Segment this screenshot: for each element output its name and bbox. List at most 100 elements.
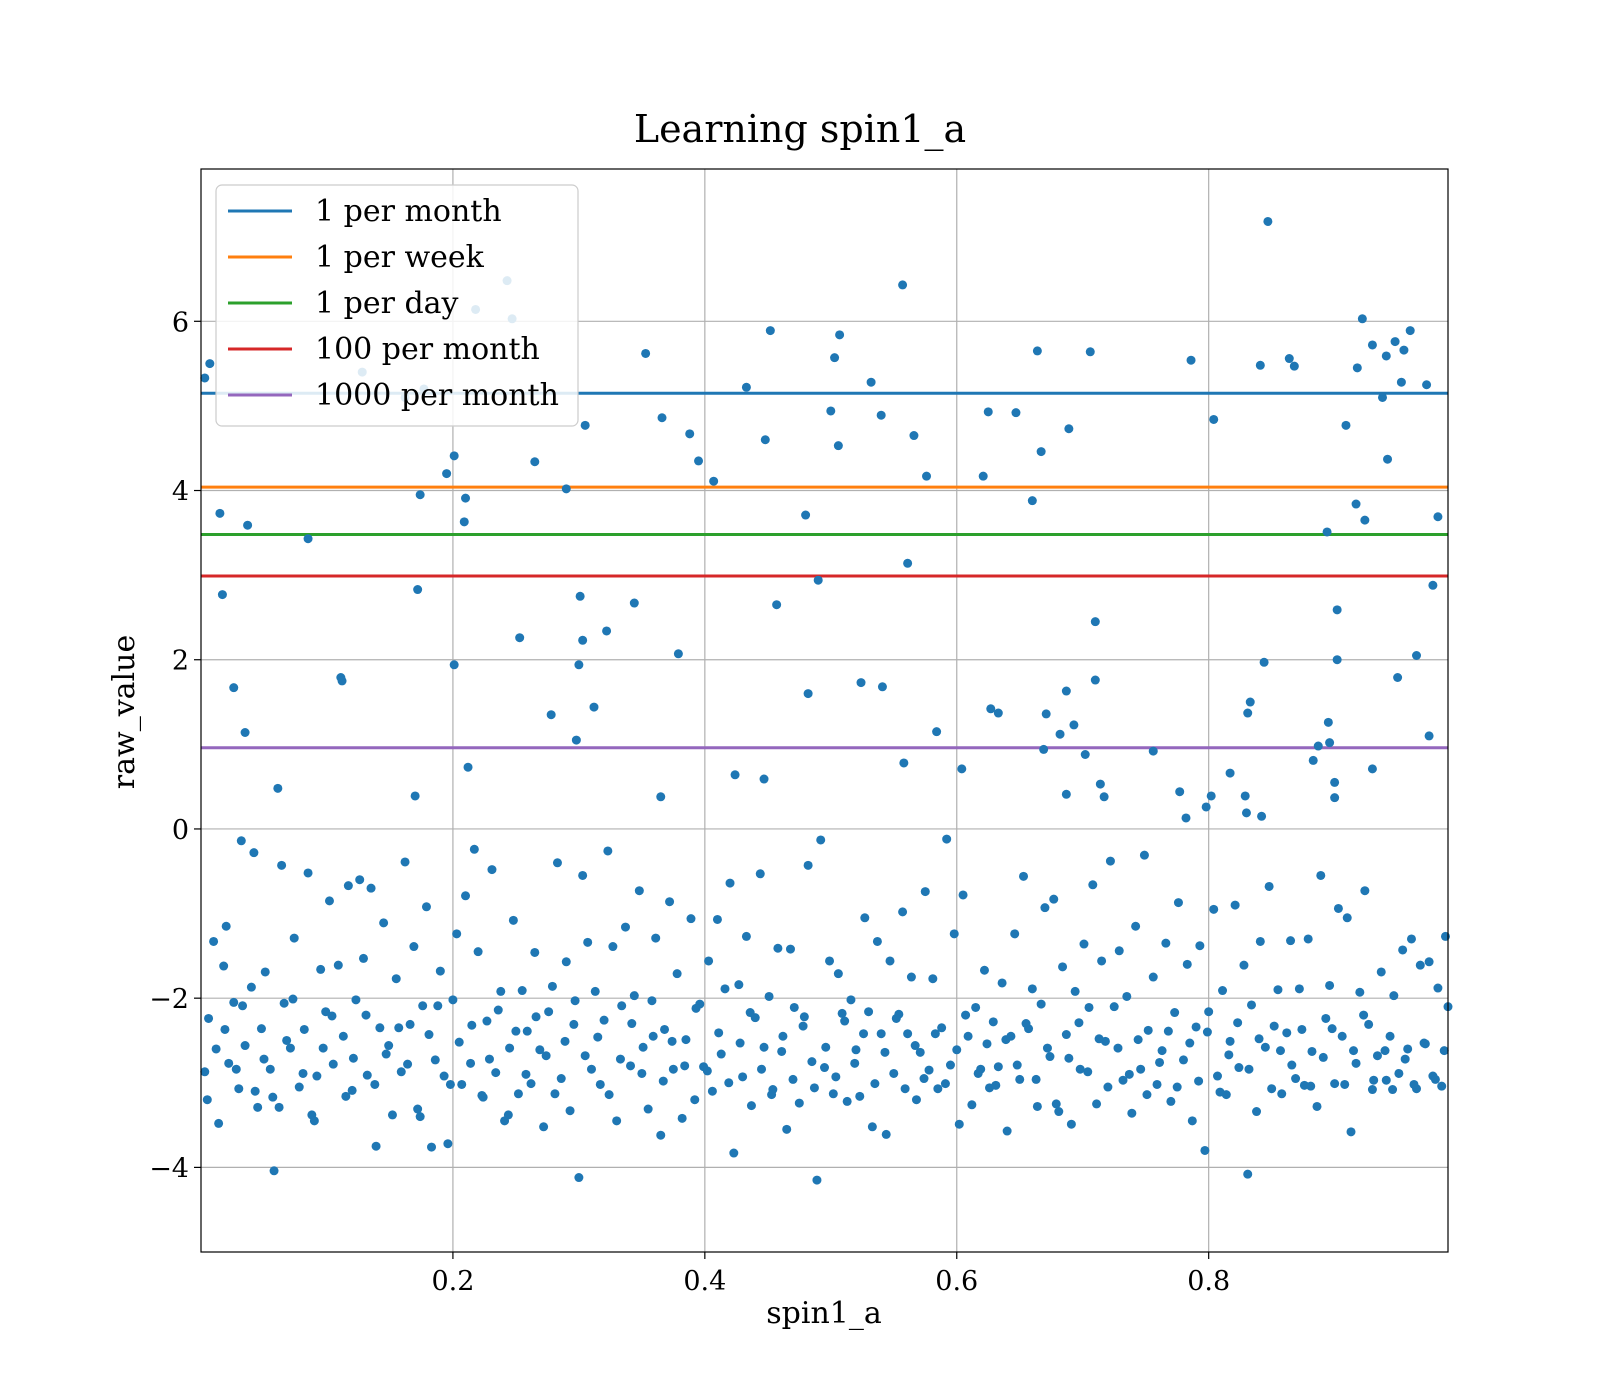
data-point (1357, 314, 1367, 324)
data-point (690, 1095, 700, 1105)
data-point (691, 1003, 701, 1013)
data-point (694, 456, 704, 466)
data-point (686, 914, 696, 924)
data-point (546, 710, 556, 720)
data-point (574, 660, 584, 670)
data-point (1061, 789, 1071, 799)
data-point (937, 1023, 947, 1033)
data-point (1070, 986, 1080, 996)
data-point (387, 1110, 397, 1120)
data-point (337, 676, 347, 686)
data-point (651, 933, 661, 943)
data-point (1376, 967, 1386, 977)
data-point (491, 1068, 501, 1078)
data-point (668, 1064, 678, 1074)
data-point (599, 1015, 609, 1025)
data-point (803, 689, 813, 699)
data-point (1297, 1024, 1307, 1034)
data-point (1325, 738, 1335, 748)
data-point (303, 868, 313, 878)
data-point (442, 469, 452, 479)
data-point (1341, 420, 1351, 430)
data-point (1383, 454, 1393, 464)
data-point (413, 1104, 423, 1114)
data-point (1318, 1052, 1328, 1062)
data-point (612, 1116, 622, 1126)
data-point (1088, 880, 1098, 890)
data-point (328, 1059, 338, 1069)
data-point (595, 1079, 605, 1089)
data-point (321, 1007, 331, 1017)
data-point (647, 996, 657, 1006)
data-point (1090, 675, 1100, 685)
data-point (454, 1037, 464, 1047)
data-point (1269, 1021, 1279, 1031)
data-point (333, 960, 343, 970)
data-point (1403, 1044, 1413, 1054)
data-point (1200, 1145, 1210, 1155)
data-point (1355, 987, 1365, 997)
data-point (1092, 1099, 1102, 1109)
data-point (809, 1083, 819, 1093)
data-point (1170, 1008, 1180, 1018)
data-point (586, 1064, 596, 1074)
data-point (358, 953, 368, 963)
data-point (1394, 1068, 1404, 1078)
data-points (200, 216, 1453, 1185)
data-point (850, 1058, 860, 1068)
data-point (1152, 1079, 1162, 1089)
data-point (1415, 960, 1425, 970)
data-point (789, 1002, 799, 1012)
data-point (1202, 1027, 1212, 1037)
data-point (341, 1091, 351, 1101)
data-point (217, 590, 227, 600)
data-point (435, 966, 445, 976)
data-point (1002, 1126, 1012, 1136)
data-point (760, 435, 770, 445)
data-point (799, 1012, 809, 1022)
data-point (1312, 1101, 1322, 1111)
data-point (289, 933, 299, 943)
data-point (1097, 956, 1107, 966)
data-point (826, 406, 836, 416)
data-point (265, 1064, 275, 1074)
data-point (1201, 802, 1211, 812)
data-point (979, 965, 989, 975)
data-point (1124, 1069, 1134, 1079)
data-point (1275, 1046, 1285, 1056)
data-point (772, 600, 782, 610)
data-point (246, 982, 256, 992)
data-point (764, 991, 774, 1001)
data-point (1255, 936, 1265, 946)
data-point (1243, 1169, 1253, 1179)
x-tick-label: 0.6 (935, 1266, 978, 1297)
data-point (1396, 377, 1406, 387)
data-point (1040, 903, 1050, 913)
data-point (355, 875, 365, 885)
data-point (1259, 657, 1269, 667)
data-point (1182, 959, 1192, 969)
data-point (963, 1031, 973, 1041)
x-tick-label: 0.4 (683, 1266, 726, 1297)
data-point (541, 1051, 551, 1061)
data-point (467, 1020, 477, 1030)
data-point (716, 1049, 726, 1059)
data-point (1308, 755, 1318, 765)
data-point (911, 1095, 921, 1105)
data-point (1327, 1024, 1337, 1034)
data-point (561, 484, 571, 494)
data-point (1323, 717, 1333, 727)
data-point (785, 944, 795, 954)
data-point (803, 860, 813, 870)
data-point (1252, 1107, 1262, 1117)
data-point (1405, 326, 1415, 336)
data-point (1224, 1050, 1234, 1060)
data-point (746, 1101, 756, 1111)
data-point (234, 1084, 244, 1094)
data-point (294, 1082, 304, 1092)
data-point (1433, 512, 1443, 522)
data-point (1212, 1071, 1222, 1081)
data-point (1204, 1007, 1214, 1017)
data-point (1085, 347, 1095, 357)
data-point (593, 1032, 603, 1042)
